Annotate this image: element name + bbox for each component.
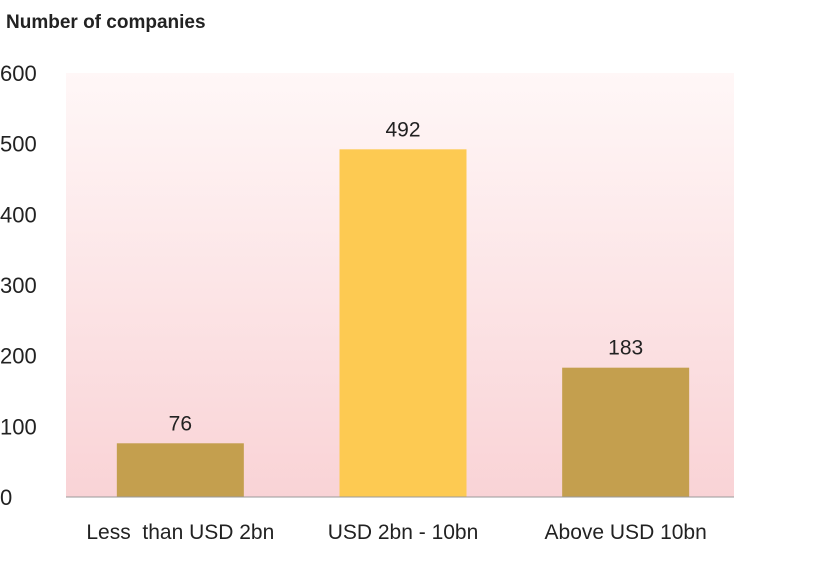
y-tick-label: 0 (0, 485, 12, 510)
y-tick-label: 600 (0, 61, 37, 86)
bar (562, 367, 690, 497)
bar-value-label: 492 (385, 118, 420, 141)
bars (116, 149, 690, 497)
bar (339, 149, 467, 497)
bar-value-label: 76 (169, 412, 192, 435)
x-category-label: USD 2bn - 10bn (328, 521, 479, 544)
x-axis-categories: Less than USD 2bn USD 2bn - 10bn Above USD… (86, 521, 706, 544)
bar-value-label: 183 (608, 337, 643, 360)
y-tick-label: 500 (0, 132, 37, 157)
x-category-label: Less than USD 2bn (86, 521, 274, 544)
y-axis-ticks: 0 100 200 300 400 500 600 (0, 61, 37, 510)
x-category-label: Above USD 10bn (545, 521, 707, 544)
bar (116, 443, 244, 497)
y-tick-label: 100 (0, 414, 37, 439)
y-tick-label: 300 (0, 273, 37, 298)
y-tick-label: 200 (0, 344, 37, 369)
y-tick-label: 400 (0, 202, 37, 227)
data-labels: 76 492 183 (169, 118, 644, 435)
y-axis-title: Number of companies (6, 12, 206, 33)
